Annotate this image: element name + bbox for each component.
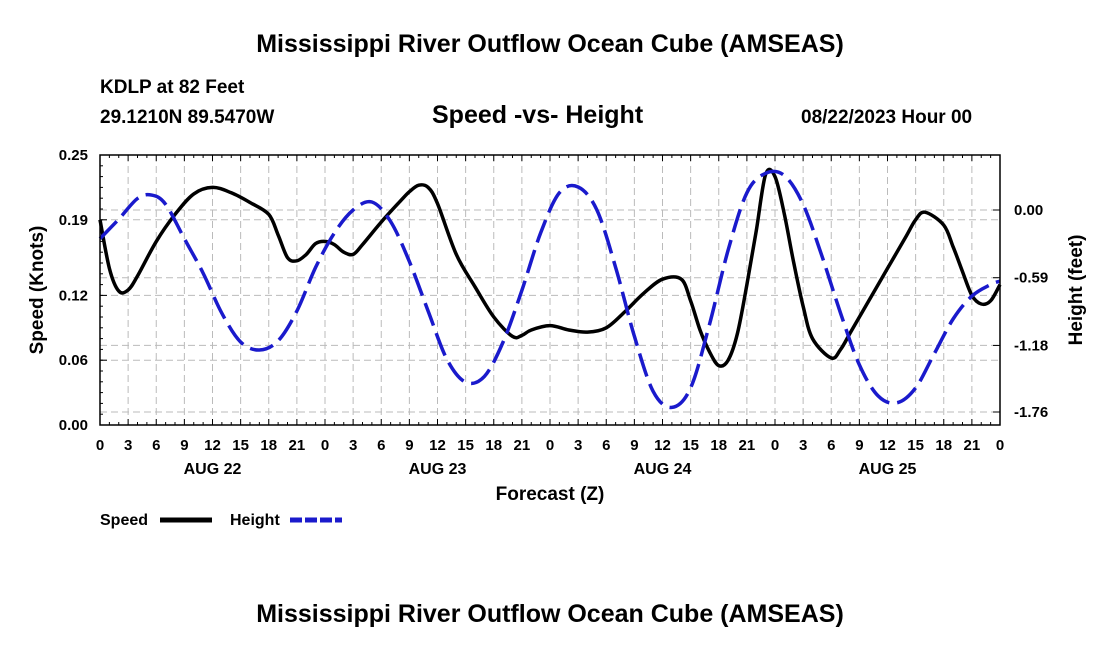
station-label: KDLP at 82 Feet [100,77,245,98]
x-tick-label: 12 [879,437,896,454]
x-tick-label: 18 [710,437,727,454]
x-tick-label: 9 [855,437,863,454]
station-coords: 29.1210N 89.5470W [100,107,275,128]
y-tick-label: 0.00 [59,417,88,434]
x-tick-label: 0 [546,437,554,454]
x-day-label: AUG 25 [859,461,917,478]
x-tick-label: 6 [377,437,385,454]
x-tick-label: 15 [457,437,474,454]
y2-tick-label: -0.59 [1014,270,1048,287]
x-tick-label: 12 [204,437,221,454]
x-tick-label: 9 [405,437,413,454]
forecast-datetime: 08/22/2023 Hour 00 [801,107,973,128]
x-tick-label: 3 [799,437,807,454]
x-axis-ticks: 0 3 6 9 12 15 18 21 0 3 6 9 12 15 18 21 0 3 6 9 12 15 18 21 0 3 6 9… [96,155,1004,478]
x-tick-label: 9 [630,437,638,454]
series-lines [98,167,1002,410]
x-tick-label: 6 [827,437,835,454]
footer-title: Mississippi River Outflow Ocean Cube (AM… [256,600,844,628]
x-tick-label: 21 [289,437,306,454]
x-tick-label: 18 [260,437,277,454]
x-tick-label: 21 [964,437,981,454]
x-axis-label: Forecast (Z) [496,484,605,505]
x-day-label: AUG 22 [184,461,242,478]
x-tick-label: 12 [429,437,446,454]
x-tick-label: 0 [996,437,1004,454]
y-tick-label: 0.19 [59,212,88,229]
x-tick-label: 18 [485,437,502,454]
x-tick-label: 12 [654,437,671,454]
y2-axis-label: Height (feet) [1066,235,1087,346]
height-series-line [98,169,1001,410]
x-tick-label: 21 [739,437,756,454]
legend-speed-label: Speed [100,512,148,529]
legend-height-label: Height [230,512,280,529]
y2-tick-label: 0.00 [1014,202,1043,219]
x-day-label: AUG 24 [634,461,692,478]
x-tick-label: 3 [574,437,582,454]
x-tick-label: 15 [682,437,699,454]
x-tick-label: 0 [771,437,779,454]
y2-axis-ticks: 0.00 -0.59 -1.18 -1.76 [993,202,1048,421]
y-axis-ticks: 0.00 0.06 0.12 0.19 0.25 [59,147,107,434]
x-tick-label: 9 [180,437,188,454]
y2-tick-label: -1.76 [1014,404,1048,421]
chart-subtitle: Speed -vs- Height [432,101,644,129]
y-tick-label: 0.25 [59,147,88,164]
y-axis-label: Speed (Knots) [27,226,48,355]
y2-tick-label: -1.18 [1014,337,1048,354]
x-tick-label: 3 [124,437,132,454]
x-tick-label: 0 [96,437,104,454]
speed-series-line [98,167,1002,368]
x-tick-label: 15 [907,437,924,454]
x-tick-label: 21 [514,437,531,454]
x-tick-label: 0 [321,437,329,454]
x-tick-label: 18 [935,437,952,454]
x-day-label: AUG 23 [409,461,467,478]
legend: Speed Height [100,512,342,529]
x-tick-label: 3 [349,437,357,454]
y-tick-label: 0.06 [59,352,88,369]
x-tick-label: 6 [152,437,160,454]
x-tick-label: 15 [232,437,249,454]
y-tick-label: 0.12 [59,287,88,304]
x-tick-label: 6 [602,437,610,454]
chart-area: 0 3 6 9 12 15 18 21 0 3 6 9 12 15 18 21 0 3 6 9 12 15 18 21 0 3 6 9… [27,147,1087,529]
chart-title: Mississippi River Outflow Ocean Cube (AM… [256,30,844,58]
